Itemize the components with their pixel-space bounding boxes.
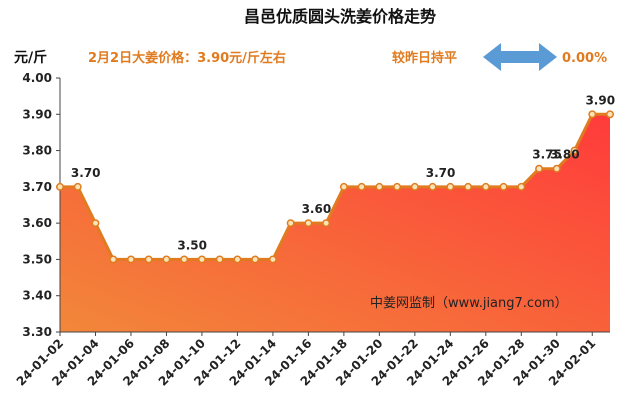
y-tick-label: 3.50 — [22, 252, 52, 266]
data-label: 3.70 — [426, 166, 456, 180]
data-label: 3.50 — [177, 238, 207, 252]
double-arrow-icon — [483, 43, 557, 71]
data-label: 3.80 — [550, 148, 580, 162]
axes — [59, 78, 610, 333]
data-point — [570, 146, 579, 155]
data-point — [233, 255, 242, 264]
data-point — [535, 164, 543, 173]
chart-title: 昌邑优质圆头洗姜价格走势 — [244, 7, 436, 26]
watermark-text: 中姜网监制（www.jiang7.com） — [370, 296, 568, 311]
data-label: 3.60 — [302, 202, 332, 216]
x-tick-labels: 24-01-0224-01-0424-01-0624-01-0824-01-10… — [14, 332, 598, 389]
y-tick-label: 3.70 — [22, 180, 52, 194]
data-point — [268, 255, 277, 264]
data-label: 3.90 — [585, 93, 615, 107]
y-tick-label: 3.60 — [22, 216, 52, 230]
data-point — [215, 255, 224, 264]
data-point — [162, 255, 171, 264]
y-tick-label: 3.80 — [22, 144, 52, 158]
data-point — [286, 219, 295, 228]
data-point — [357, 182, 366, 191]
price-summary-text: 2月2日大姜价格：3.90元/斤左右 — [88, 50, 286, 66]
data-point — [56, 182, 64, 191]
y-tick-label: 4.00 — [22, 71, 52, 85]
data-point — [91, 219, 100, 228]
y-tick-label: 3.90 — [22, 107, 52, 121]
data-point — [410, 182, 419, 191]
data-point — [499, 182, 508, 191]
data-points — [56, 110, 614, 264]
data-point — [109, 255, 118, 264]
data-point — [446, 182, 455, 191]
data-point — [393, 182, 402, 191]
data-point — [552, 164, 561, 173]
data-label: 3.75 — [532, 148, 562, 162]
change-description: 较昨日持平 — [392, 50, 457, 66]
data-point — [144, 255, 153, 264]
area-fill — [60, 114, 610, 332]
data-point — [606, 110, 614, 119]
data-point — [481, 182, 490, 191]
data-point — [197, 255, 206, 264]
data-point — [464, 182, 473, 191]
y-tick-label: 3.30 — [22, 325, 52, 339]
data-point — [588, 110, 597, 119]
data-point — [180, 255, 189, 264]
y-tick-labels: 3.30 3.40 3.50 3.60 3.70 3.80 3.90 4.00 — [22, 71, 60, 339]
data-point — [73, 182, 82, 191]
data-point — [251, 255, 260, 264]
data-point — [322, 219, 331, 228]
data-point — [517, 182, 526, 191]
data-labels: 3.70 3.50 3.60 3.70 3.753.80 3.90 — [71, 93, 615, 252]
data-label: 3.70 — [71, 166, 101, 180]
data-point — [127, 255, 135, 264]
data-point — [428, 182, 437, 191]
change-percent: 0.00% — [562, 51, 607, 66]
data-point — [339, 182, 348, 191]
data-point — [304, 219, 313, 228]
y-axis-unit: 元/斤 — [14, 49, 47, 66]
data-point — [375, 182, 384, 191]
y-tick-label: 3.40 — [22, 289, 52, 303]
